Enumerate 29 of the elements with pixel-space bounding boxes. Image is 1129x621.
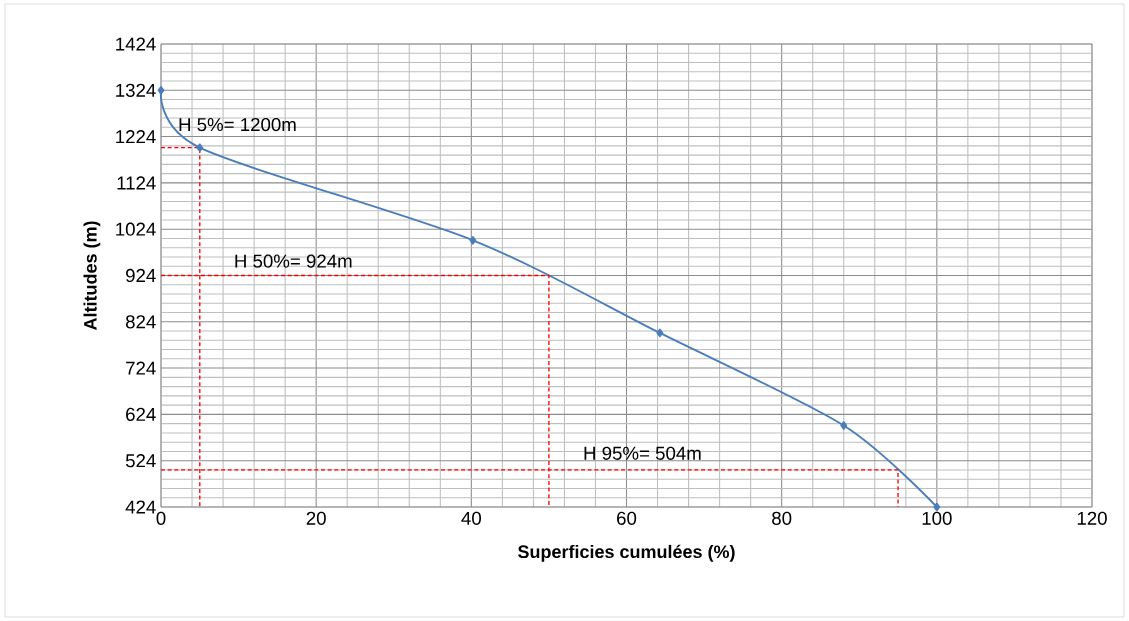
x-tick-label: 40 [461, 511, 481, 525]
y-tick-label: 624 [126, 407, 156, 421]
x-tick-label: 100 [922, 511, 952, 525]
point [196, 143, 204, 152]
point [933, 502, 941, 512]
y-tick-label: 824 [125, 315, 156, 329]
x-tick-label: 60 [617, 511, 637, 525]
x-tick-label: 20 [306, 511, 326, 525]
y-tick-label: 1024 [116, 222, 156, 236]
point [656, 328, 664, 338]
annotation: H 5%= 1200m [179, 117, 296, 132]
y-tick-label: 1424 [116, 37, 156, 51]
point [840, 421, 848, 430]
y-tick-label: 424 [125, 500, 156, 514]
annotation: H 95%= 504m [584, 446, 701, 460]
x-tick-label: 80 [772, 511, 792, 525]
y-tick-label: 524 [125, 454, 156, 468]
y-tick-label: 724 [126, 361, 156, 375]
x-tick-label: 0 [156, 511, 166, 525]
y-tick-label: 1324 [116, 83, 156, 97]
point [469, 236, 477, 245]
y-axis-title: Altitudes (m) [83, 221, 101, 331]
y-tick-label: 1124 [117, 176, 156, 190]
point [157, 86, 165, 95]
annotation: H 50%= 924m [235, 254, 352, 268]
x-tick-label: 120 [1077, 511, 1107, 525]
x-axis-title: Superficies cumulées (%) [517, 544, 735, 562]
y-tick-label: 1224 [116, 130, 156, 144]
y-tick-label: 924 [126, 268, 156, 283]
